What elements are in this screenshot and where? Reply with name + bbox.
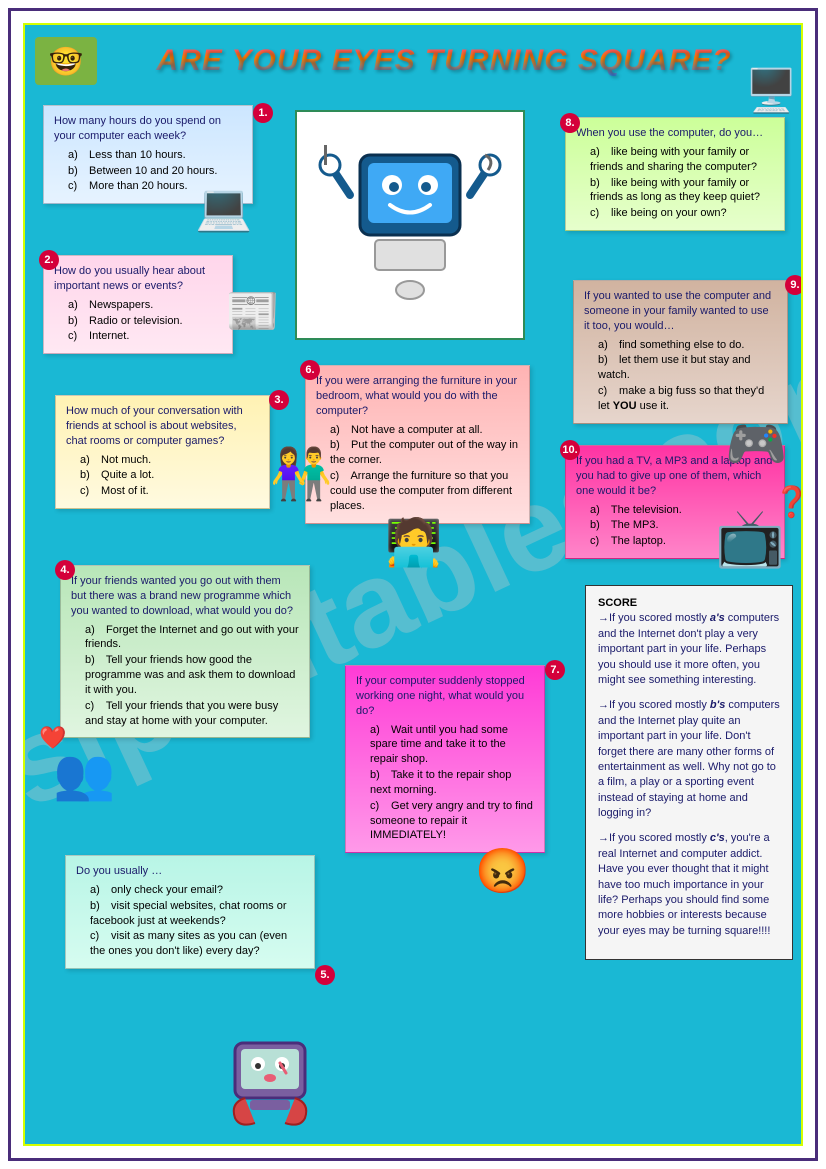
question-text: How much of your conversation with frien… bbox=[66, 404, 259, 449]
question-text: If you were arranging the furniture in y… bbox=[316, 374, 519, 419]
option: b) Radio or television. bbox=[68, 314, 222, 329]
question-number-badge: 8. bbox=[560, 113, 580, 133]
question-box-7: If your computer suddenly stopped workin… bbox=[345, 665, 545, 853]
question-text: If you wanted to use the computer and so… bbox=[584, 289, 777, 334]
question-options: a) like being with your family or friend… bbox=[576, 145, 774, 221]
score-paragraph: →If you scored mostly c's, you're a real… bbox=[598, 831, 780, 939]
question-box-4: If your friends wanted you go out with t… bbox=[60, 565, 310, 738]
question-box-3: How much of your conversation with frien… bbox=[55, 395, 270, 509]
option: c) Most of it. bbox=[80, 484, 259, 499]
option: b) Between 10 and 20 hours. bbox=[68, 164, 242, 179]
option: a) Newspapers. bbox=[68, 298, 222, 313]
decor-icon: 😡 bbox=[475, 845, 530, 897]
option: b) Tell your friends how good the progra… bbox=[85, 653, 299, 698]
option: b) let them use it but stay and watch. bbox=[598, 353, 777, 383]
option: c) Tell your friends that you were busy … bbox=[85, 699, 299, 729]
question-box-9: If you wanted to use the computer and so… bbox=[573, 280, 788, 424]
option: a) Forget the Internet and go out with y… bbox=[85, 623, 299, 653]
decor-icon: 💻 bbox=[195, 180, 252, 235]
question-box-5: Do you usually … a) only check your email… bbox=[65, 855, 315, 969]
option: c) make a big fuss so that they'd let YO… bbox=[598, 384, 777, 414]
option: b) Quite a lot. bbox=[80, 468, 259, 483]
question-options: a) find something else to do.b) let them… bbox=[584, 338, 777, 414]
decor-icon: 🎮 bbox=[725, 415, 787, 474]
score-title: SCORE bbox=[598, 596, 780, 611]
option: a) Less than 10 hours. bbox=[68, 148, 242, 163]
score-paragraph: →If you scored mostly b's computers and … bbox=[598, 698, 780, 821]
option: b) Take it to the repair shop next morni… bbox=[370, 768, 534, 798]
question-text: How many hours do you spend on your comp… bbox=[54, 114, 242, 144]
decor-icon: 📰 bbox=[225, 285, 280, 337]
question-text: If your computer suddenly stopped workin… bbox=[356, 674, 534, 719]
option: c) visit as many sites as you can (even … bbox=[90, 929, 304, 959]
option: b) visit special websites, chat rooms or… bbox=[90, 899, 304, 929]
inner-frame: eslprintables.com 🤓 ARE YOUR EYES TURNIN… bbox=[23, 23, 803, 1146]
title-bar: 🤓 ARE YOUR EYES TURNING SQUARE? bbox=[35, 33, 791, 89]
option: a) Wait until you had some spare time an… bbox=[370, 723, 534, 768]
question-options: a) only check your email?b) visit specia… bbox=[76, 883, 304, 959]
question-box-6: If you were arranging the furniture in y… bbox=[305, 365, 530, 524]
option: c) Arrange the furniture so that you cou… bbox=[330, 469, 519, 514]
option: b) Put the computer out of the way in th… bbox=[330, 438, 519, 468]
question-number-badge: 3. bbox=[269, 390, 289, 410]
question-number-badge: 5. bbox=[315, 965, 335, 985]
question-text: If your friends wanted you go out with t… bbox=[71, 574, 299, 619]
question-options: a) Forget the Internet and go out with y… bbox=[71, 623, 299, 729]
bottom-computer-graphic bbox=[205, 1028, 335, 1138]
score-paragraph: →If you scored mostly a's computers and … bbox=[598, 611, 780, 688]
decor-icon: 👫 bbox=[270, 445, 332, 504]
question-number-badge: 7. bbox=[545, 660, 565, 680]
page-title: ARE YOUR EYES TURNING SQUARE? bbox=[97, 44, 791, 78]
question-number-badge: 4. bbox=[55, 560, 75, 580]
question-text: How do you usually hear about important … bbox=[54, 264, 222, 294]
option: c) like being on your own? bbox=[590, 206, 774, 221]
option: a) Not much. bbox=[80, 453, 259, 468]
question-options: a) Not have a computer at all.b) Put the… bbox=[316, 423, 519, 514]
option: b) like being with your family or friend… bbox=[590, 176, 774, 206]
option: a) like being with your family or friend… bbox=[590, 145, 774, 175]
score-box: SCORE →If you scored mostly a's computer… bbox=[585, 585, 793, 960]
question-options: a) Newspapers.b) Radio or television.c) … bbox=[54, 298, 222, 345]
question-box-2: How do you usually hear about important … bbox=[43, 255, 233, 354]
option: a) find something else to do. bbox=[598, 338, 777, 353]
question-box-8: When you use the computer, do you… a) lik… bbox=[565, 117, 785, 231]
option: a) only check your email? bbox=[90, 883, 304, 898]
option: c) Get very angry and try to find someon… bbox=[370, 799, 534, 844]
option: c) Internet. bbox=[68, 329, 222, 344]
decor-icon: 🧑‍💻 bbox=[385, 515, 442, 570]
question-text: Do you usually … bbox=[76, 864, 304, 879]
option: a) Not have a computer at all. bbox=[330, 423, 519, 438]
question-number-badge: 2. bbox=[39, 250, 59, 270]
center-computer-graphic bbox=[295, 110, 525, 340]
outer-frame: eslprintables.com 🤓 ARE YOUR EYES TURNIN… bbox=[8, 8, 818, 1161]
question-options: a) Not much.b) Quite a lot.c) Most of it… bbox=[66, 453, 259, 500]
question-number-badge: 6. bbox=[300, 360, 320, 380]
question-number-badge: 10. bbox=[560, 440, 580, 460]
avatar-icon: 🤓 bbox=[35, 37, 97, 85]
question-options: a) Wait until you had some spare time an… bbox=[356, 723, 534, 844]
question-number-badge: 9. bbox=[785, 275, 803, 295]
question-text: When you use the computer, do you… bbox=[576, 126, 774, 141]
decor-icon: ❓ bbox=[773, 485, 803, 520]
question-number-badge: 1. bbox=[253, 103, 273, 123]
decor-icon: 👥 bbox=[53, 745, 115, 804]
